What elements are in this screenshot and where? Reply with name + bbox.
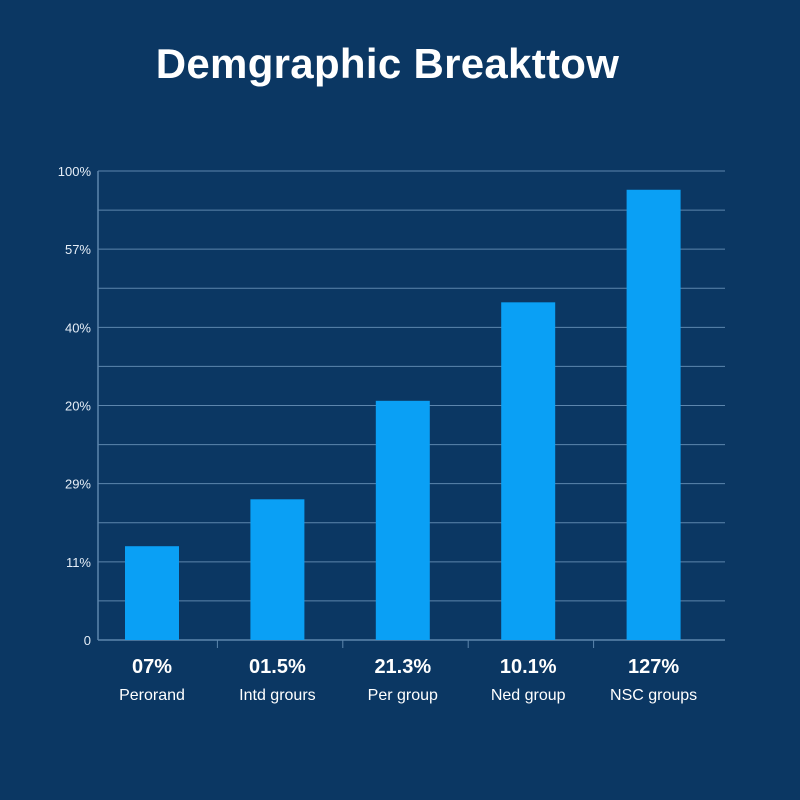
category-label: Ned group (491, 687, 566, 704)
data-label: 127% (628, 656, 679, 678)
data-label: 07% (132, 656, 172, 678)
y-tick-label: 0 (84, 633, 91, 648)
bar-5 (626, 189, 681, 640)
y-tick-label: 57% (65, 242, 91, 257)
y-tick-label: 40% (65, 320, 91, 335)
y-tick-label: 100% (58, 164, 92, 179)
chart-title: Demgraphic Breakttow (155, 40, 620, 87)
bar-3 (375, 400, 430, 640)
category-label: NSC groups (610, 687, 697, 704)
category-label: Perorand (119, 687, 185, 704)
y-tick-label: 20% (65, 399, 91, 414)
bar-4 (501, 302, 556, 640)
y-tick-label: 29% (65, 477, 91, 492)
category-label: Per group (368, 687, 438, 704)
category-label: Intd grours (239, 687, 315, 704)
data-label: 21.3% (374, 656, 431, 678)
bar-1 (125, 546, 179, 640)
y-tick-label: 11% (66, 555, 91, 570)
data-label: 01.5% (249, 656, 306, 678)
bar-2 (250, 499, 305, 640)
data-label: 10.1% (500, 656, 557, 678)
